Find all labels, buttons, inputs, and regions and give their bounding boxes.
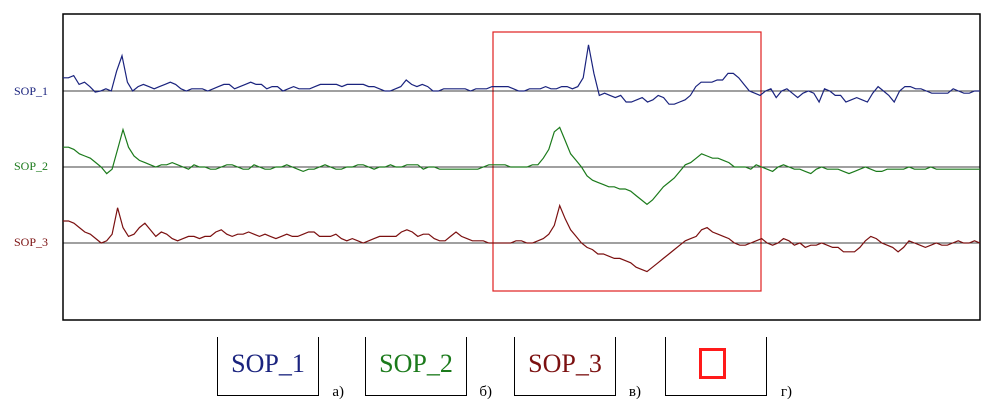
chart: SOP_1 SOP_2 SOP_3: [14, 13, 981, 321]
legend-suffix-a: а): [332, 384, 344, 400]
series-label-sop_1: SOP_1: [14, 84, 48, 98]
series-line-sop_1: [63, 44, 980, 105]
legend-region: г): [665, 337, 792, 400]
series-line-sop_3: [63, 203, 981, 273]
series-label-sop_3: SOP_3: [14, 235, 48, 249]
legend-suffix-v: в): [628, 384, 641, 400]
red-rectangle-icon: [699, 348, 726, 379]
legend-suffix-g: г): [780, 384, 792, 400]
legend-sop3: SOP_3 в): [514, 337, 641, 400]
legend-suffix-b: б): [479, 384, 492, 400]
legend-label-sop1: SOP_1: [231, 349, 305, 378]
legend-sop1: SOP_1 а): [217, 337, 344, 400]
series-line-sop_2: [63, 126, 980, 206]
highlight-region: [492, 31, 762, 292]
series-label-sop_2: SOP_2: [14, 159, 48, 173]
legend-sop2: SOP_2 б): [365, 337, 492, 400]
legend-label-sop3: SOP_3: [528, 349, 602, 378]
legend-label-sop2: SOP_2: [379, 349, 453, 378]
